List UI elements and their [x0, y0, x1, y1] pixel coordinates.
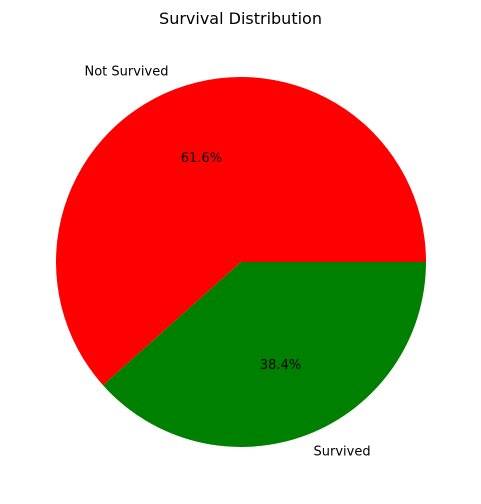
pie-slice-not-survived: [55, 77, 426, 386]
pie-slices: [55, 77, 426, 448]
slice-label: Survived: [314, 445, 371, 460]
pie-slice-survived: [103, 262, 426, 448]
slice-label: Not Survived: [84, 64, 168, 79]
percent-label: 61.6%: [181, 151, 222, 166]
percent-label: 38.4%: [260, 358, 301, 373]
chart-title: Survival Distribution: [159, 9, 322, 28]
pie-labels: Not Survived 61.6% Survived 38.4%: [84, 64, 370, 459]
